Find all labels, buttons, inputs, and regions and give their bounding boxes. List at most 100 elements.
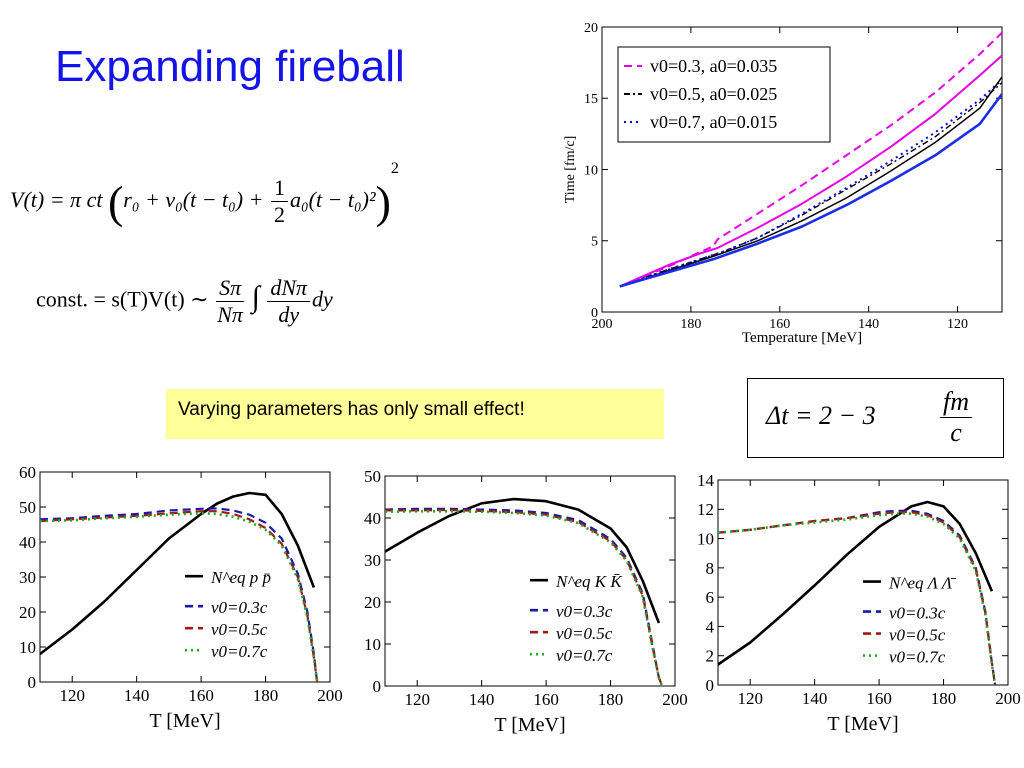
s-over-n-numerator: Sπ: [216, 275, 245, 302]
s-over-n-fraction: Sπ Nπ: [216, 275, 245, 328]
legend-label: v0=0.7c: [211, 642, 268, 661]
delta-t-fraction: fm c: [940, 387, 972, 448]
y-tick-label: 60: [19, 463, 36, 482]
slide-title: Expanding fireball: [55, 42, 405, 91]
y-axis-label: Time [fm/c]: [563, 136, 578, 204]
y-tick-label: 0: [373, 677, 382, 696]
legend-label: v0=0.7c: [556, 646, 613, 665]
y-tick-label: 20: [19, 603, 36, 622]
y-tick-label: 0: [28, 673, 37, 692]
y-tick-label: 14: [697, 471, 715, 490]
series-line: [619, 93, 1002, 288]
volume-equation-lhs: V(t) = π ct: [10, 187, 103, 212]
series-group: [385, 497, 664, 686]
series-line: [40, 507, 319, 682]
legend-label: v0=0.5c: [211, 620, 268, 639]
delta-t-lhs: Δt = 2 − 3: [766, 401, 876, 430]
dn-dy-numerator: dNπ: [267, 275, 311, 302]
x-tick-label: 200: [995, 689, 1021, 708]
x-tick-label: 180: [680, 317, 701, 332]
x-tick-label: 180: [253, 686, 279, 705]
series-line: [40, 511, 319, 682]
legend-label: N^eq p p̄: [210, 568, 271, 587]
y-tick-label: 40: [364, 509, 381, 528]
dn-dy-denominator: dy: [278, 302, 300, 327]
y-tick-label: 30: [19, 568, 36, 587]
series-line: [40, 510, 319, 682]
legend-label: v0=0.3c: [889, 604, 946, 623]
y-tick-label: 10: [697, 530, 714, 549]
x-tick-label: 140: [802, 689, 828, 708]
y-tick-label: 20: [584, 21, 598, 36]
series-group: [718, 500, 997, 685]
x-tick-label: 160: [769, 317, 790, 332]
y-tick-label: 0: [706, 676, 715, 695]
delta-t-numerator: fm: [940, 387, 972, 418]
x-tick-label: 120: [737, 689, 763, 708]
legend-label: N^eq Λ Λ̄: [888, 574, 957, 593]
series-line: [718, 511, 997, 685]
y-tick-label: 30: [364, 551, 381, 570]
callout-note: Varying parameters has only small effect…: [166, 389, 664, 439]
y-tick-label: 0: [591, 306, 598, 321]
volume-equation: V(t) = π ct (r₀ + v₀(t − t₀) + 1 2 a₀(t − …: [10, 160, 399, 228]
series-group: [619, 31, 1002, 288]
x-tick-label: 160: [533, 690, 559, 709]
volume-equation-power: 2: [390, 160, 399, 177]
integral-sign: ∫: [251, 280, 260, 314]
legend-label: v0=0.5, a0=0.025: [650, 84, 777, 104]
legend-label: v0=0.7, a0=0.015: [650, 112, 777, 132]
open-paren: (: [107, 176, 124, 228]
legend-label: v0=0.7c: [889, 648, 946, 667]
y-tick-label: 8: [706, 559, 715, 578]
time-temperature-chart: 200 180 160 140 120 0 5 10 15 20 Temperature [MeV]…: [563, 21, 1003, 346]
y-tick-label: 10: [364, 635, 381, 654]
y-tick-label: 12: [697, 500, 714, 519]
series-line: [385, 508, 664, 686]
series-line: [718, 512, 997, 685]
x-tick-label: 140: [858, 317, 879, 332]
x-tick-label: 140: [124, 686, 150, 705]
delta-t-denominator: c: [950, 418, 962, 447]
legend-label: v0=0.5c: [889, 626, 946, 645]
y-tick-label: 4: [706, 617, 715, 636]
y-tick-label: 10: [19, 638, 36, 657]
x-axis-label: Temperature [MeV]: [742, 330, 862, 346]
series-line: [619, 54, 1002, 288]
x-tick-label: 120: [947, 317, 968, 332]
x-tick-label: 180: [931, 689, 957, 708]
x-tick-label: 160: [188, 686, 214, 705]
half-numerator: 1: [270, 175, 288, 203]
half-denominator: 2: [273, 202, 285, 228]
legend-label: N^eq K K̄: [555, 572, 623, 591]
close-paren: ): [375, 176, 391, 228]
series-group: [40, 491, 319, 682]
kaon-antikaon-chart: 120 140 160 180 200 0 10 20 30 40 50 T [MeV] N^eq K …: [364, 467, 688, 736]
proton-antiproton-chart: 120 140 160 180 200 0 10 20 30 40 50 60 T [MeV] N^eq …: [19, 463, 343, 732]
y-tick-label: 6: [706, 588, 715, 607]
y-tick-label: 10: [584, 163, 598, 178]
series-line: [718, 500, 994, 666]
entropy-equation-tail: dy: [312, 286, 333, 312]
legend-label: v0=0.3c: [556, 602, 613, 621]
legend-label: v0=0.3, a0=0.035: [650, 56, 777, 76]
y-tick-label: 2: [706, 647, 715, 666]
series-line: [40, 491, 316, 656]
legend-label: v0=0.5c: [556, 624, 613, 643]
dn-dy-fraction: dNπ dy: [267, 275, 311, 328]
entropy-equation: const. = s(T)V(t) ∼ Sπ Nπ ∫ dNπ dy dy: [36, 275, 333, 328]
x-axis-label: T [MeV]: [827, 713, 898, 735]
x-tick-label: 200: [592, 317, 613, 332]
plot-frame: [384, 475, 676, 687]
x-tick-label: 200: [662, 690, 688, 709]
volume-equation-inner-end: a₀(t − t₀)²: [289, 187, 376, 212]
y-tick-label: 20: [364, 593, 381, 612]
delta-t-box: Δt = 2 − 3 fm c: [747, 378, 1004, 458]
series-line: [619, 78, 1002, 288]
x-tick-label: 120: [404, 690, 430, 709]
x-tick-label: 140: [469, 690, 495, 709]
series-line: [385, 509, 664, 686]
lambda-antilambda-chart: 120 140 160 180 200 0 2 4 6 8 10 12 14 T [MeV] N^eq Λ …: [697, 471, 1021, 735]
s-over-n-denominator: Nπ: [217, 302, 243, 327]
